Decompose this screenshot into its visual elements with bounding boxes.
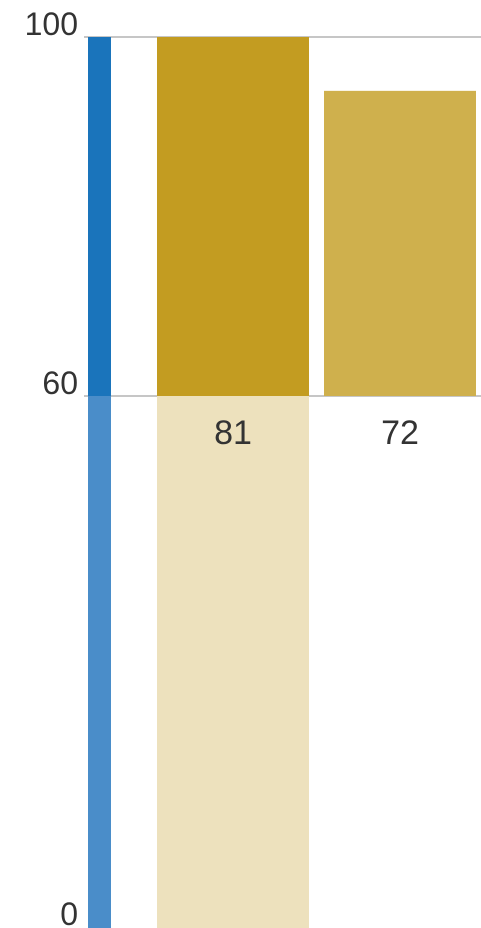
y-axis [88,37,111,928]
y-tick-label-60: 60 [42,365,78,401]
axis-segment-1 [88,396,111,928]
bar-label-81: 81 [214,414,252,452]
labels: 0 60 100 81 72 [25,6,419,928]
y-tick-label-0: 0 [60,896,78,928]
bar-label-72: 72 [381,414,419,452]
bar-81-lower [157,396,309,928]
bars [157,37,476,928]
axis-segment-2 [88,37,111,396]
bar-81 [157,37,309,396]
bar-72 [324,90,476,396]
y-tick-label-100: 100 [25,6,78,42]
